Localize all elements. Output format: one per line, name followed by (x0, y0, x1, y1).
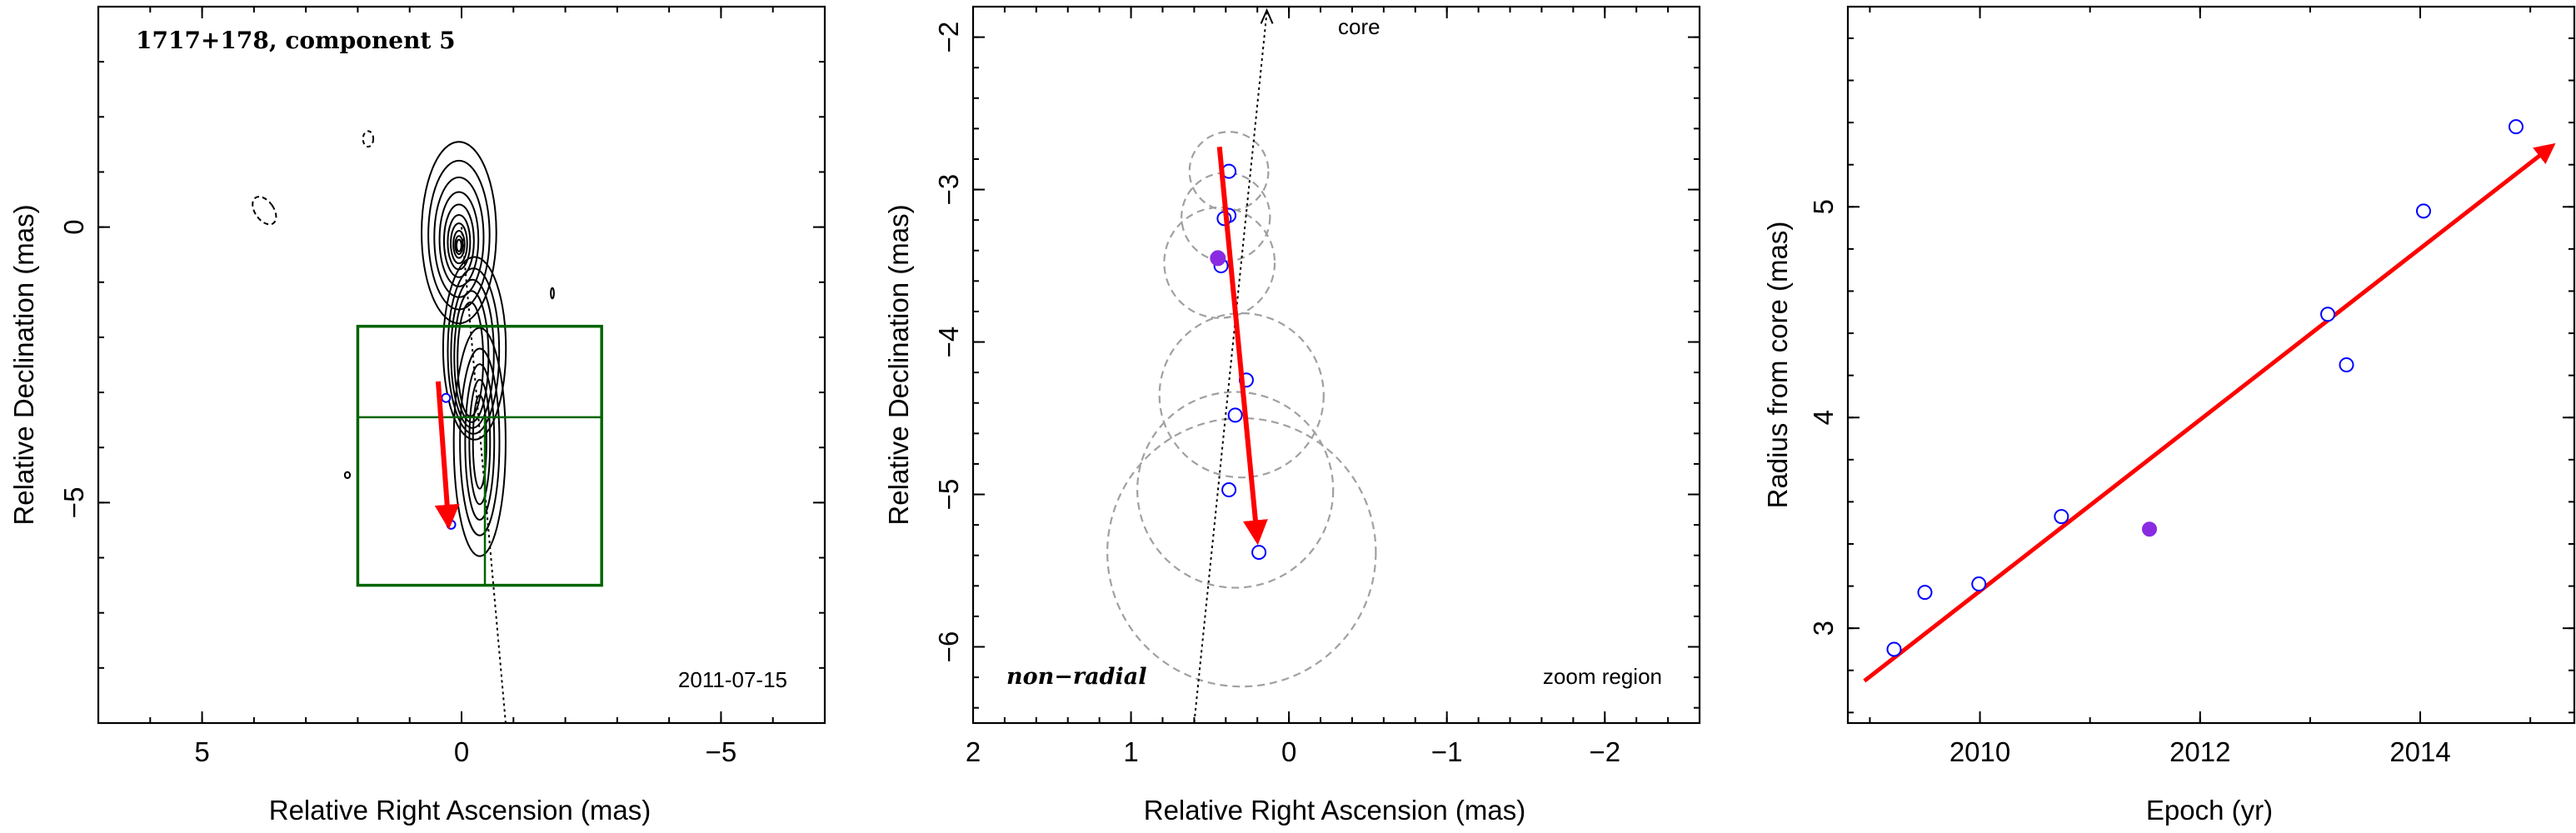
panel-3-radius-vs-epoch: 2010 2012 2014 3 4 5 Epoch (yr) Radius from c… (1762, 5, 2576, 826)
component-position-marker (1251, 545, 1267, 561)
panel-2-zoom-label: zoom region (1543, 664, 1662, 689)
current-epoch-marker (2142, 521, 2158, 537)
panel-3-plot-area (1863, 119, 2556, 683)
panel-2-x-axis-label: Relative Right Ascension (mas) (1144, 795, 1526, 826)
panel-1-plot-area (252, 130, 603, 724)
contour-level (433, 176, 485, 298)
epoch-radius-marker (1917, 585, 1933, 601)
component-size-circle (1136, 391, 1335, 589)
panel-1-date: 2011-07-15 (678, 667, 787, 692)
x-tick-label: 5 (194, 736, 209, 767)
panel-3-x-axis-label: Epoch (yr) (2146, 795, 2273, 826)
epoch-radius-marker (2508, 119, 2524, 135)
x-tick-label: 1 (1123, 736, 1138, 767)
y-tick-label: 3 (1808, 621, 1839, 636)
y-tick-label: −4 (933, 327, 964, 358)
component-size-circle (1163, 206, 1276, 319)
panel-2-core-label: core (1338, 14, 1380, 39)
panel-3-axes: 2010 2012 2014 3 4 5 (1808, 7, 2574, 767)
contour-tail (464, 363, 496, 521)
y-tick-label: −3 (933, 174, 964, 206)
x-tick-label: 0 (1281, 736, 1296, 767)
contour-jet (442, 256, 507, 441)
core-arrowhead (1260, 7, 1274, 24)
component-size-circle (1158, 312, 1325, 479)
small-contour (550, 287, 555, 300)
negative-contour (362, 130, 375, 148)
contour-level (421, 141, 497, 325)
contour-level (438, 191, 480, 287)
panel-2-y-axis-label: Relative Declination (mas) (883, 204, 914, 525)
panel-1-component-map: 5 0 −5 0 −5 1717+178, component 5 2011-07-15… (8, 5, 826, 826)
component-size-circle (1106, 416, 1377, 688)
contour-level (455, 238, 462, 252)
contour-tail (472, 394, 487, 490)
core-direction-line (1193, 12, 1268, 724)
core-direction-line (461, 227, 507, 724)
panel-1-frame (97, 5, 826, 725)
panel-3-y-axis-label: Radius from core (mas) (1762, 222, 1793, 509)
epoch-radius-marker (2339, 357, 2354, 372)
panel-3-frame (1846, 5, 2576, 725)
component-position-marker (441, 392, 452, 403)
x-tick-label: 2014 (2389, 736, 2450, 767)
panel-1-axes: 5 0 −5 0 −5 (58, 6, 826, 767)
panel-2-zoom-region: 2 1 0 −1 −2 −2 −3 −4 −5 −6 core non−radial zoom r… (883, 5, 1701, 826)
epoch-radius-marker (2320, 307, 2336, 322)
panel-2-mode-label: non−radial (1006, 664, 1147, 690)
current-epoch-marker (1210, 250, 1226, 267)
y-tick-label: 4 (1808, 410, 1839, 425)
zoom-region-box (356, 324, 603, 587)
y-tick-label: −6 (933, 631, 964, 663)
y-tick-label: 0 (58, 219, 89, 234)
contour-tail (468, 378, 492, 506)
contour-tail (459, 347, 501, 536)
contour-level (450, 222, 468, 265)
y-tick-label: 5 (1808, 199, 1839, 214)
y-tick-label: −5 (58, 487, 89, 519)
linear-fit-arrow (1863, 142, 2556, 683)
x-tick-label: 2010 (1949, 736, 2010, 767)
motion-vector-arrow (1216, 147, 1268, 546)
epoch-radius-marker (1886, 641, 1902, 657)
x-tick-label: −5 (706, 736, 737, 767)
negative-contour (252, 196, 277, 226)
epoch-radius-marker (1971, 576, 1987, 592)
x-tick-label: −2 (1589, 736, 1620, 767)
y-tick-label: −2 (933, 22, 964, 53)
x-tick-label: 2 (966, 736, 981, 767)
panel-2-frame (971, 5, 1701, 725)
panel-2-plot-area (1106, 7, 1377, 724)
contour-tail (452, 327, 507, 557)
panel-1-y-axis-label: Relative Declination (mas) (8, 204, 39, 525)
contour-level (452, 229, 466, 259)
epoch-radius-marker (2415, 203, 2431, 219)
y-tick-label: −5 (933, 479, 964, 511)
panel-2-axes: 2 1 0 −1 −2 −2 −3 −4 −5 −6 (933, 6, 1700, 767)
epoch-radius-marker (2054, 509, 2069, 525)
x-tick-label: 0 (454, 736, 469, 767)
x-tick-label: −1 (1431, 736, 1463, 767)
motion-vector-arrow (434, 381, 460, 530)
x-tick-label: 2012 (2169, 736, 2230, 767)
component-position-marker (1227, 407, 1243, 423)
component-position-marker (1221, 482, 1237, 498)
panel-1-x-axis-label: Relative Right Ascension (mas) (269, 795, 651, 826)
small-contour (343, 471, 352, 480)
panel-1-title: 1717+178, component 5 (136, 27, 456, 54)
contour-level (442, 203, 475, 278)
